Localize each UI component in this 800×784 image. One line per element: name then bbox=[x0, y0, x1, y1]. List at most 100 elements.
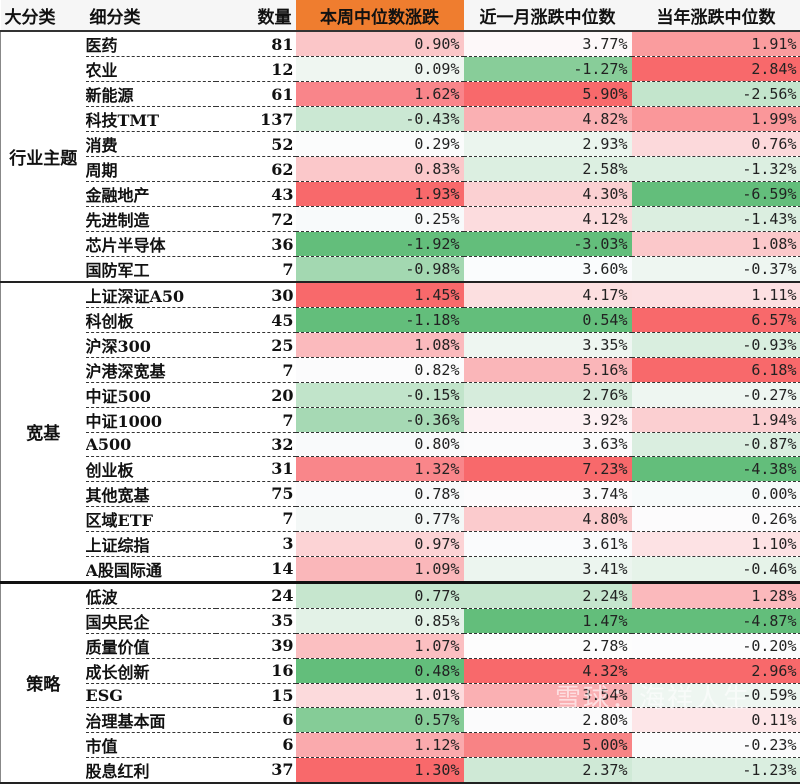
subcategory-cell[interactable]: 周期 bbox=[86, 157, 216, 182]
count-cell[interactable]: 81 bbox=[216, 31, 296, 57]
week-median-cell[interactable]: 0.90% bbox=[296, 31, 464, 57]
header-week-median[interactable]: 本周中位数涨跌 bbox=[296, 0, 464, 31]
month-median-cell[interactable]: 3.92% bbox=[464, 408, 632, 433]
subcategory-cell[interactable]: 沪深300 bbox=[86, 333, 216, 358]
ytd-median-cell[interactable]: -0.23% bbox=[632, 732, 800, 757]
count-cell[interactable]: 24 bbox=[216, 582, 296, 608]
week-median-cell[interactable]: -0.98% bbox=[296, 257, 464, 283]
ytd-median-cell[interactable]: 1.91% bbox=[632, 31, 800, 57]
month-median-cell[interactable]: 1.47% bbox=[464, 608, 632, 633]
month-median-cell[interactable]: 7.23% bbox=[464, 456, 632, 481]
ytd-median-cell[interactable]: -2.56% bbox=[632, 82, 800, 107]
ytd-median-cell[interactable]: -6.59% bbox=[632, 182, 800, 207]
subcategory-cell[interactable]: 新能源 bbox=[86, 82, 216, 107]
count-cell[interactable]: 31 bbox=[216, 456, 296, 481]
count-cell[interactable]: 7 bbox=[216, 408, 296, 433]
week-median-cell[interactable]: 1.01% bbox=[296, 683, 464, 707]
ytd-median-cell[interactable]: -1.32% bbox=[632, 157, 800, 182]
ytd-median-cell[interactable]: -4.38% bbox=[632, 456, 800, 481]
week-median-cell[interactable]: 0.80% bbox=[296, 433, 464, 457]
month-median-cell[interactable]: 3.54% bbox=[464, 683, 632, 707]
week-median-cell[interactable]: 1.30% bbox=[296, 757, 464, 783]
ytd-median-cell[interactable]: -0.93% bbox=[632, 333, 800, 358]
count-cell[interactable]: 7 bbox=[216, 358, 296, 383]
subcategory-cell[interactable]: ESG bbox=[86, 683, 216, 707]
count-cell[interactable]: 37 bbox=[216, 757, 296, 783]
ytd-median-cell[interactable]: 1.10% bbox=[632, 531, 800, 556]
week-median-cell[interactable]: 1.08% bbox=[296, 333, 464, 358]
header-ytd-median[interactable]: 当年涨跌中位数 bbox=[632, 0, 800, 31]
ytd-median-cell[interactable]: 2.96% bbox=[632, 658, 800, 683]
subcategory-cell[interactable]: A股国际通 bbox=[86, 556, 216, 582]
ytd-median-cell[interactable]: -0.87% bbox=[632, 433, 800, 457]
count-cell[interactable]: 15 bbox=[216, 683, 296, 707]
subcategory-cell[interactable]: 低波 bbox=[86, 582, 216, 608]
month-median-cell[interactable]: 2.37% bbox=[464, 757, 632, 783]
count-cell[interactable]: 14 bbox=[216, 556, 296, 582]
ytd-median-cell[interactable]: 1.28% bbox=[632, 582, 800, 608]
subcategory-cell[interactable]: 农业 bbox=[86, 57, 216, 82]
subcategory-cell[interactable]: 质量价值 bbox=[86, 633, 216, 658]
subcategory-cell[interactable]: A500 bbox=[86, 433, 216, 457]
subcategory-cell[interactable]: 上证深证A50 bbox=[86, 282, 216, 308]
count-cell[interactable]: 72 bbox=[216, 207, 296, 232]
ytd-median-cell[interactable]: 0.00% bbox=[632, 481, 800, 506]
count-cell[interactable]: 39 bbox=[216, 633, 296, 658]
subcategory-cell[interactable]: 国防军工 bbox=[86, 257, 216, 283]
week-median-cell[interactable]: 0.83% bbox=[296, 157, 464, 182]
month-median-cell[interactable]: 2.58% bbox=[464, 157, 632, 182]
subcategory-cell[interactable]: 创业板 bbox=[86, 456, 216, 481]
week-median-cell[interactable]: -0.43% bbox=[296, 107, 464, 132]
week-median-cell[interactable]: 0.85% bbox=[296, 608, 464, 633]
ytd-median-cell[interactable]: 1.94% bbox=[632, 408, 800, 433]
count-cell[interactable]: 6 bbox=[216, 732, 296, 757]
week-median-cell[interactable]: 0.57% bbox=[296, 707, 464, 732]
count-cell[interactable]: 75 bbox=[216, 481, 296, 506]
month-median-cell[interactable]: 5.16% bbox=[464, 358, 632, 383]
count-cell[interactable]: 43 bbox=[216, 182, 296, 207]
week-median-cell[interactable]: 0.48% bbox=[296, 658, 464, 683]
month-median-cell[interactable]: 4.30% bbox=[464, 182, 632, 207]
category-cell[interactable]: 行业主题 bbox=[1, 31, 86, 282]
month-median-cell[interactable]: 2.76% bbox=[464, 383, 632, 408]
count-cell[interactable]: 3 bbox=[216, 531, 296, 556]
count-cell[interactable]: 30 bbox=[216, 282, 296, 308]
subcategory-cell[interactable]: 金融地产 bbox=[86, 182, 216, 207]
month-median-cell[interactable]: 2.78% bbox=[464, 633, 632, 658]
count-cell[interactable]: 61 bbox=[216, 82, 296, 107]
subcategory-cell[interactable]: 治理基本面 bbox=[86, 707, 216, 732]
month-median-cell[interactable]: 0.54% bbox=[464, 308, 632, 333]
header-category[interactable]: 大分类 bbox=[1, 0, 86, 31]
week-median-cell[interactable]: 1.07% bbox=[296, 633, 464, 658]
subcategory-cell[interactable]: 区域ETF bbox=[86, 506, 216, 531]
ytd-median-cell[interactable]: -4.87% bbox=[632, 608, 800, 633]
category-cell[interactable]: 宽基 bbox=[1, 282, 86, 582]
month-median-cell[interactable]: 3.77% bbox=[464, 31, 632, 57]
week-median-cell[interactable]: 1.12% bbox=[296, 732, 464, 757]
month-median-cell[interactable]: 3.60% bbox=[464, 257, 632, 283]
subcategory-cell[interactable]: 消费 bbox=[86, 132, 216, 157]
count-cell[interactable]: 7 bbox=[216, 257, 296, 283]
month-median-cell[interactable]: 3.41% bbox=[464, 556, 632, 582]
subcategory-cell[interactable]: 中证500 bbox=[86, 383, 216, 408]
month-median-cell[interactable]: 5.90% bbox=[464, 82, 632, 107]
week-median-cell[interactable]: -1.18% bbox=[296, 308, 464, 333]
count-cell[interactable]: 20 bbox=[216, 383, 296, 408]
subcategory-cell[interactable]: 科技TMT bbox=[86, 107, 216, 132]
month-median-cell[interactable]: -1.27% bbox=[464, 57, 632, 82]
week-median-cell[interactable]: -0.15% bbox=[296, 383, 464, 408]
week-median-cell[interactable]: 0.78% bbox=[296, 481, 464, 506]
subcategory-cell[interactable]: 市值 bbox=[86, 732, 216, 757]
subcategory-cell[interactable]: 芯片半导体 bbox=[86, 232, 216, 257]
count-cell[interactable]: 137 bbox=[216, 107, 296, 132]
ytd-median-cell[interactable]: 1.99% bbox=[632, 107, 800, 132]
ytd-median-cell[interactable]: 0.76% bbox=[632, 132, 800, 157]
ytd-median-cell[interactable]: -0.59% bbox=[632, 683, 800, 707]
week-median-cell[interactable]: 0.82% bbox=[296, 358, 464, 383]
month-median-cell[interactable]: 2.80% bbox=[464, 707, 632, 732]
header-count[interactable]: 数量 bbox=[216, 0, 296, 31]
header-month-median[interactable]: 近一月涨跌中位数 bbox=[464, 0, 632, 31]
header-subcategory[interactable]: 细分类 bbox=[86, 0, 216, 31]
month-median-cell[interactable]: -3.03% bbox=[464, 232, 632, 257]
week-median-cell[interactable]: 1.32% bbox=[296, 456, 464, 481]
